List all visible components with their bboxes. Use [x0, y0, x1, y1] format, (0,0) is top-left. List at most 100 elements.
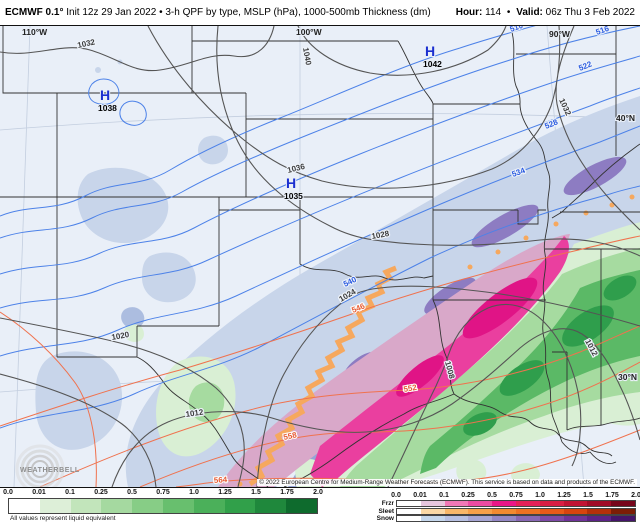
- mslp-contour-label: 1040: [301, 47, 313, 67]
- legend-tick: 1.75: [605, 492, 619, 499]
- freezing-rain-shading-light: [218, 234, 570, 487]
- legend-note: All values represent liquid equivalent: [10, 515, 116, 522]
- latlon-label: 40°N: [616, 113, 635, 123]
- legend-bar: 0.0 0.01 0.1 0.25 0.5 0.75 1.0 1.25 1.5 1.75 2.0 A…: [0, 488, 640, 526]
- legend-color-segment: [587, 501, 612, 506]
- latlon-label: 90°W: [549, 29, 571, 39]
- legend-tick: 0.1: [65, 489, 75, 496]
- thickness-contour-label: 510: [509, 26, 525, 34]
- model-name: ECMWF 0.1°: [5, 7, 64, 18]
- hour-value: 114: [485, 7, 502, 18]
- legend-color-segment: [539, 516, 564, 521]
- latlon-label: 110°W: [22, 27, 48, 37]
- legend-color-segment: [70, 499, 102, 513]
- legend-color-segment: [420, 501, 445, 506]
- legend-color-segment: [39, 499, 71, 513]
- high-pressure-value: 1042: [423, 59, 442, 69]
- legend-tick: 1.0: [189, 489, 199, 496]
- legend-tick: 2.0: [631, 492, 640, 499]
- legend-tick: 1.5: [251, 489, 261, 496]
- legend-tick: 0.1: [439, 492, 449, 499]
- legend-color-segment: [286, 499, 317, 513]
- thickness-contour-label: 516: [595, 26, 611, 37]
- legend-color-segment: [255, 499, 287, 513]
- separator: •: [506, 7, 511, 18]
- legend-color-segment: [492, 501, 516, 506]
- legend-tick: 1.25: [557, 492, 571, 499]
- high-pressure-value: 1038: [98, 103, 117, 113]
- legend-tick: 0.5: [127, 489, 137, 496]
- sleet-shading-band: [248, 265, 397, 487]
- precip-type-label: Frzr: [381, 500, 394, 507]
- snow-colorbar: [396, 515, 636, 522]
- mslp-contour-label: 1020: [111, 330, 131, 342]
- legend-color-segment: [492, 516, 516, 521]
- legend-tick: 0.5: [487, 492, 497, 499]
- legend-color-segment: [492, 508, 516, 514]
- mslp-contour-label: 1012: [185, 408, 204, 419]
- thickness-contours-cold: [0, 26, 640, 429]
- legend-color-segment: [539, 508, 564, 514]
- precip-type-label: Snow: [376, 515, 394, 522]
- legend-color-segment: [515, 516, 540, 521]
- valid-label: Valid:: [516, 7, 543, 18]
- legend-color-segment: [563, 501, 588, 506]
- legend-color-segment: [397, 501, 421, 506]
- valid-time-info: Hour: 114 • Valid: 06z Thu 3 Feb 2022: [456, 7, 635, 18]
- freezing-rain-shading-deep: [396, 277, 538, 397]
- mslp-contour-label: 1036: [286, 162, 306, 175]
- thickness-contour-label: 552: [403, 383, 418, 394]
- legend-tick: 1.5: [583, 492, 593, 499]
- legend-color-segment: [162, 499, 194, 513]
- snow-shading-light: [35, 135, 392, 486]
- product-title: ECMWF 0.1° Init 12z 29 Jan 2022 • 3-h QP…: [5, 7, 431, 18]
- legend-color-segment: [563, 508, 588, 514]
- thickness-contours-warm: [0, 235, 640, 487]
- legend-color-segment: [444, 501, 469, 506]
- legend-color-segment: [397, 508, 421, 514]
- high-pressure-symbol: H: [425, 43, 435, 59]
- rain-scale-ticks: 0.0 0.01 0.1 0.25 0.5 0.75 1.0 1.25 1.5 1.75 2.0: [0, 489, 340, 497]
- watermark-text: WEATHERBELL: [20, 467, 80, 474]
- legend-tick: 1.25: [218, 489, 232, 496]
- legend-color-segment: [515, 508, 540, 514]
- high-pressure-symbol: H: [286, 175, 296, 191]
- forecast-map: WEATHERBELL 110°W 100°W 90°W 40°N 30°N 1032 10…: [0, 26, 640, 487]
- watermark-logo: WEATHERBELL: [15, 444, 80, 487]
- mslp-contour-label: 1032: [77, 37, 97, 50]
- legend-tick: 1.0: [535, 492, 545, 499]
- legend-color-segment: [468, 501, 493, 506]
- legend-color-segment: [444, 508, 469, 514]
- rain-shading-medium: [340, 248, 640, 487]
- snow-shading-medium: [121, 307, 145, 329]
- legend-tick: 1.75: [280, 489, 294, 496]
- rain-colorbar: [8, 498, 318, 514]
- legend-color-segment: [515, 501, 540, 506]
- thickness-contour-label: 564: [214, 475, 228, 485]
- state-borders: [0, 26, 640, 487]
- product-subtitle: Init 12z 29 Jan 2022 • 3-h QPF by type, …: [66, 7, 431, 18]
- legend-color-segment: [587, 508, 612, 514]
- legend-color-segment: [611, 516, 635, 521]
- legend-color-segment: [563, 516, 588, 521]
- title-bar: ECMWF 0.1° Init 12z 29 Jan 2022 • 3-h QP…: [0, 0, 640, 25]
- legend-color-segment: [9, 499, 40, 513]
- frzr-colorbar: [396, 500, 636, 507]
- hour-label: Hour:: [455, 7, 483, 18]
- legend-tick: 0.01: [413, 492, 427, 499]
- thickness-contour-label: 528: [543, 117, 559, 131]
- legend-color-segment: [101, 499, 133, 513]
- legend-tick: 0.0: [391, 492, 401, 499]
- legend-tick: 2.0: [313, 489, 323, 496]
- legend-tick: 0.75: [509, 492, 523, 499]
- legend-color-segment: [224, 499, 256, 513]
- legend-color-segment: [444, 516, 469, 521]
- legend-color-segment: [468, 516, 493, 521]
- high-pressure-value: 1035: [284, 191, 303, 201]
- legend-tick: 0.75: [156, 489, 170, 496]
- legend-color-segment: [193, 499, 225, 513]
- high-pressure-symbol: H: [100, 87, 110, 103]
- legend-color-segment: [587, 516, 612, 521]
- latlon-label: 100°W: [296, 27, 323, 37]
